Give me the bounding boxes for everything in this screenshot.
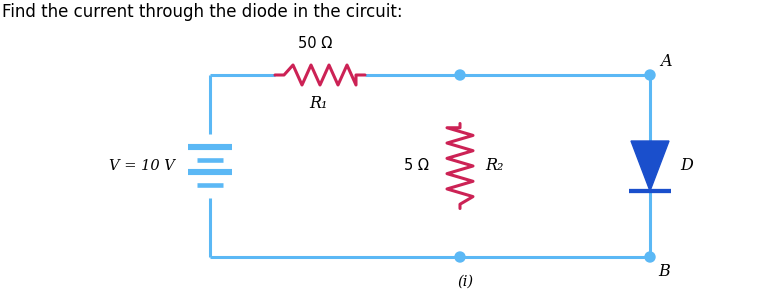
Text: 50 Ω: 50 Ω — [298, 36, 332, 51]
Circle shape — [455, 70, 465, 80]
Text: V = 10 V: V = 10 V — [109, 159, 175, 173]
Text: Find the current through the diode in the circuit:: Find the current through the diode in th… — [2, 3, 402, 21]
Text: D: D — [680, 158, 693, 175]
Polygon shape — [631, 141, 669, 191]
Text: R₂: R₂ — [485, 158, 503, 175]
Circle shape — [645, 252, 655, 262]
Text: 5 Ω: 5 Ω — [404, 158, 429, 173]
Circle shape — [455, 252, 465, 262]
Text: R₁: R₁ — [309, 95, 327, 112]
Text: (i): (i) — [457, 275, 473, 289]
Circle shape — [645, 70, 655, 80]
Text: B: B — [658, 263, 669, 280]
Text: A: A — [660, 53, 672, 70]
